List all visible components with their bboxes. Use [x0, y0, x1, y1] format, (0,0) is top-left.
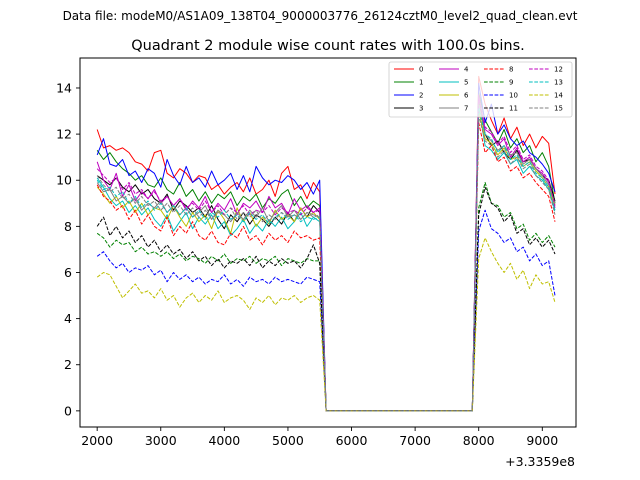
figure-suptitle: Data file: modeM0/AS1A09_138T04_90000037… — [63, 9, 578, 23]
chart-title: Quadrant 2 module wise count rates with … — [131, 38, 525, 54]
y-tick-label: 2 — [64, 357, 72, 372]
y-tick-label: 12 — [56, 127, 72, 142]
legend-label: 7 — [464, 105, 468, 113]
x-tick-label: 9000 — [526, 433, 558, 448]
legend-label: 9 — [509, 79, 513, 87]
legend-box — [388, 61, 573, 118]
y-tick-label: 8 — [64, 219, 72, 234]
x-offset-label: +3.3359e8 — [505, 454, 575, 469]
legend-label: 15 — [554, 105, 563, 113]
legend-label: 12 — [554, 66, 563, 74]
x-tick-label: 6000 — [336, 433, 368, 448]
legend-label: 2 — [419, 92, 423, 100]
legend-label: 14 — [554, 92, 563, 100]
legend-label: 3 — [419, 105, 423, 113]
legend-label: 0 — [419, 66, 423, 74]
legend-label: 13 — [554, 79, 563, 87]
y-tick-label: 14 — [56, 80, 72, 95]
axis-layer: 2000 3000 4000 5000 6000 7000 8000 9000 0 2 4 6 8 10 1… — [56, 80, 558, 448]
y-tick-label: 10 — [56, 173, 72, 188]
plot-area — [80, 58, 576, 427]
legend-label: 11 — [509, 105, 518, 113]
x-tick-label: 7000 — [399, 433, 431, 448]
legend-label: 4 — [464, 66, 469, 74]
legend-label: 8 — [509, 66, 513, 74]
y-tick-label: 6 — [64, 265, 72, 280]
legend-label: 6 — [464, 92, 469, 100]
legend-label: 1 — [419, 79, 423, 87]
x-tick-label: 4000 — [208, 433, 240, 448]
legend-label: 5 — [464, 79, 468, 87]
legend-label: 10 — [509, 92, 518, 100]
y-tick-label: 4 — [64, 311, 72, 326]
x-tick-label: 2000 — [81, 433, 113, 448]
x-tick-label: 8000 — [463, 433, 495, 448]
y-tick-label: 0 — [64, 403, 72, 418]
x-tick-label: 3000 — [145, 433, 177, 448]
x-tick-label: 5000 — [272, 433, 304, 448]
plot-frame — [79, 57, 577, 428]
